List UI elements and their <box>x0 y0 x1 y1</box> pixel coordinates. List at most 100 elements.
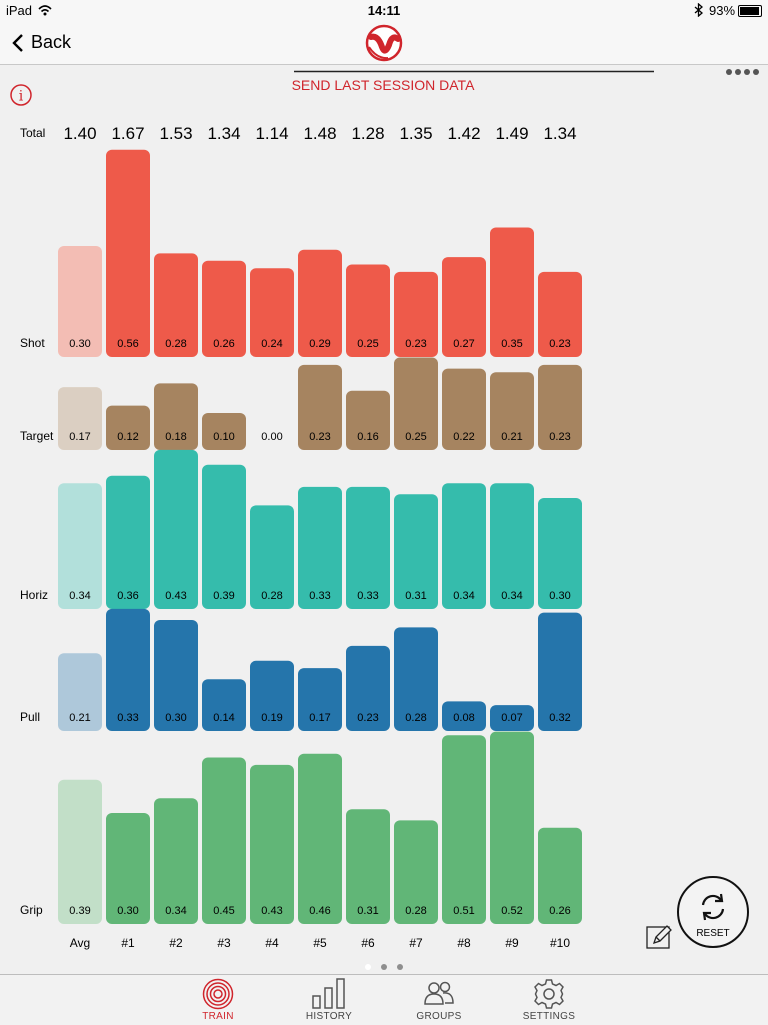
pull-bar <box>538 612 582 731</box>
shot-bar <box>346 264 390 357</box>
pull-bar <box>298 668 342 731</box>
tab-train-label: TRAIN <box>202 1011 234 1022</box>
tab-groups[interactable]: GROUPS <box>408 975 470 1025</box>
target-value-label: 0.21 <box>501 431 522 443</box>
grip-bar <box>394 820 438 924</box>
battery-percent: 93% <box>709 3 736 18</box>
category-label: #3 <box>217 936 231 950</box>
pull-bar <box>394 627 438 731</box>
horiz-value-label: 0.28 <box>261 590 282 602</box>
target-value-label: 0.22 <box>453 431 474 443</box>
horiz-value-label: 0.34 <box>453 590 474 602</box>
target-value-label: 0.16 <box>357 431 378 443</box>
shot-value-label: 0.25 <box>357 338 378 350</box>
target-bar <box>58 387 102 450</box>
edit-notes-icon[interactable] <box>646 924 674 950</box>
grip-value-label: 0.52 <box>501 905 522 917</box>
nav-bar: Back <box>0 22 768 65</box>
chart-marks: Total 1.40 1.67 1.53 1.34 1.14 1.48 1.28 1.35 1.4… <box>20 124 582 950</box>
target-bar <box>538 364 582 450</box>
tab-groups-label: GROUPS <box>416 1011 462 1022</box>
pull-value-label: 0.32 <box>549 712 570 724</box>
category-label: Avg <box>70 936 90 950</box>
bar-chart-icon <box>312 978 345 1009</box>
total-row-label: Total <box>20 126 45 140</box>
target-bar <box>202 413 246 450</box>
horiz-bar <box>346 486 390 609</box>
shot-bar <box>106 149 150 357</box>
grip-value-label: 0.34 <box>165 905 186 917</box>
grip-value-label: 0.51 <box>453 905 474 917</box>
pull-bar <box>250 660 294 731</box>
total-value: 1.53 <box>159 124 192 143</box>
grip-bar <box>154 798 198 924</box>
shot-bar <box>202 260 246 357</box>
reset-button[interactable]: RESET <box>677 876 749 948</box>
horiz-bar <box>298 486 342 609</box>
info-icon[interactable] <box>10 84 32 106</box>
total-value: 1.34 <box>207 124 240 143</box>
horiz-bar <box>250 505 294 609</box>
send-session-button[interactable]: SEND LAST SESSION DATA <box>292 77 475 93</box>
shot-value-label: 0.29 <box>309 338 330 350</box>
tab-train[interactable]: TRAIN <box>188 975 248 1025</box>
horiz-bar <box>538 498 582 609</box>
people-icon <box>424 981 454 1005</box>
back-button[interactable]: Back <box>8 30 88 56</box>
total-value: 1.28 <box>351 124 384 143</box>
horiz-bar <box>58 483 102 609</box>
shot-bar <box>250 268 294 357</box>
target-bar <box>442 368 486 450</box>
more-options-icon[interactable] <box>726 69 759 75</box>
target-value-label: 0.25 <box>405 431 426 443</box>
info-icon-glyph: i <box>19 89 24 105</box>
grip-bar <box>346 809 390 924</box>
horiz-bar <box>106 475 150 609</box>
shot-value-label: 0.23 <box>405 338 426 350</box>
horiz-value-label: 0.33 <box>309 590 330 602</box>
category-label: #8 <box>457 936 471 950</box>
target-value-label: 0.18 <box>165 431 186 443</box>
grip-value-label: 0.30 <box>117 905 138 917</box>
series-label-grip: Grip <box>20 903 43 917</box>
target-bar <box>298 364 342 450</box>
grip-bar <box>538 827 582 924</box>
pull-bar <box>202 679 246 731</box>
pull-bar <box>154 620 198 731</box>
grip-value-label: 0.31 <box>357 905 378 917</box>
grip-value-label: 0.39 <box>69 905 90 917</box>
pull-bar <box>106 608 150 731</box>
horiz-bar <box>154 449 198 609</box>
horiz-value-label: 0.34 <box>501 590 522 602</box>
target-icon <box>202 978 234 1010</box>
pull-value-label: 0.19 <box>261 712 282 724</box>
carrier-label: iPad <box>6 3 33 18</box>
total-value: 1.34 <box>543 124 576 143</box>
pull-value-label: 0.21 <box>69 712 90 724</box>
tab-settings-label: SETTINGS <box>522 1011 576 1022</box>
grip-bar <box>202 757 246 924</box>
target-value-label: 0.23 <box>309 431 330 443</box>
refresh-icon <box>701 893 725 921</box>
pull-bar <box>442 701 486 731</box>
horiz-value-label: 0.36 <box>117 590 138 602</box>
shot-bar <box>442 257 486 357</box>
tab-history-label: HISTORY <box>305 1011 353 1022</box>
grip-value-label: 0.26 <box>549 905 570 917</box>
target-value-label: 0.10 <box>213 431 234 443</box>
shot-bar <box>58 246 102 357</box>
series-label-target: Target <box>20 429 54 443</box>
shot-value-label: 0.28 <box>165 338 186 350</box>
tab-settings[interactable]: SETTINGS <box>514 975 584 1025</box>
tab-history[interactable]: HISTORY <box>298 975 360 1025</box>
target-bar <box>490 372 534 450</box>
target-value-label: 0.23 <box>549 431 570 443</box>
grip-bar <box>442 735 486 924</box>
grip-bar <box>490 731 534 924</box>
page-indicator[interactable] <box>362 963 406 973</box>
target-value-label: 0.17 <box>69 431 90 443</box>
horiz-bar <box>490 483 534 609</box>
target-bar <box>346 390 390 450</box>
category-label: #2 <box>169 936 183 950</box>
horiz-value-label: 0.30 <box>549 590 570 602</box>
